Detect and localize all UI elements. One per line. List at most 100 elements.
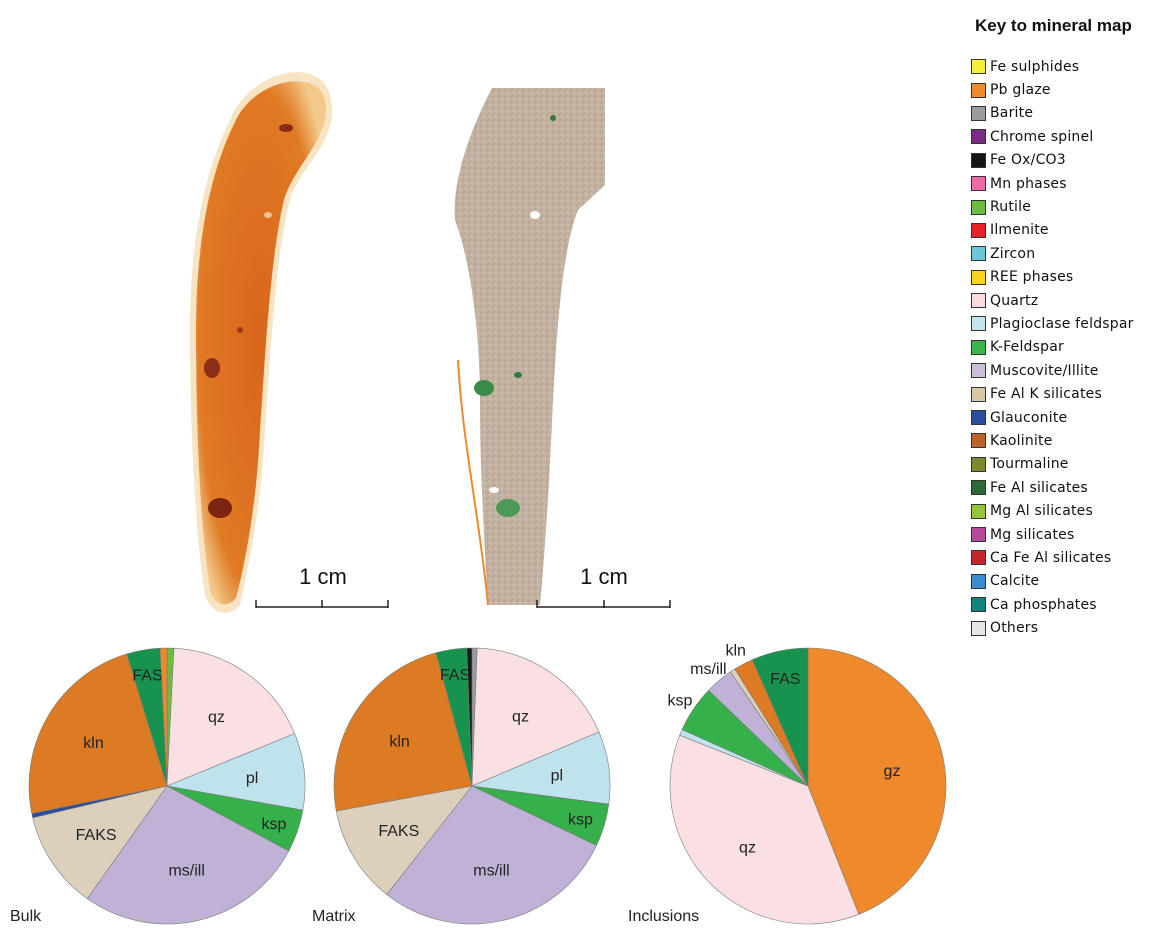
legend-label: K-Feldspar xyxy=(990,339,1064,356)
legend-item: Tourmaline xyxy=(971,453,1134,476)
pie-slice-label: pl xyxy=(551,768,563,785)
mineral-grain xyxy=(514,372,522,378)
pie-slice xyxy=(471,647,600,787)
legend-swatch xyxy=(971,293,986,309)
legend-swatch xyxy=(971,550,986,566)
pie-chart-matrix: qz pl ksp ms/ill FAKS kln FAS xyxy=(333,647,611,925)
pie-slice-label: kln xyxy=(725,642,745,659)
legend-item: Mg silicates xyxy=(971,523,1134,546)
mineral-grain-light xyxy=(489,487,499,493)
pie-slice-label: ms/ill xyxy=(473,862,509,879)
pie-slice xyxy=(159,647,168,787)
legend-label: Ca phosphates xyxy=(990,596,1097,613)
sample-photo xyxy=(190,72,333,613)
legend-label: Barite xyxy=(990,105,1034,122)
mineral-grain xyxy=(550,115,556,121)
pie-slice-label: gz xyxy=(884,763,901,780)
legend-swatch xyxy=(971,176,986,192)
legend-swatch xyxy=(971,246,986,262)
legend-item: Barite xyxy=(971,102,1134,125)
pie-slice-label: FAS xyxy=(440,667,470,684)
legend-swatch xyxy=(971,433,986,449)
mineral-grain xyxy=(496,499,520,517)
pie-slice-label: pl xyxy=(246,770,258,787)
mineral-map-edge xyxy=(457,359,489,606)
legend-swatch xyxy=(971,363,986,379)
pie-slice xyxy=(386,785,597,925)
pie-chart-bulk: qz pl ksp ms/ill FAKS kln FAS xyxy=(28,647,306,925)
legend-item: Ca phosphates xyxy=(971,593,1134,616)
legend-swatch xyxy=(971,129,986,145)
sample-photo-body xyxy=(196,81,326,605)
pie-slice xyxy=(166,647,296,787)
legend-label: Calcite xyxy=(990,573,1040,590)
pie-slice-label: FAKS xyxy=(76,827,117,844)
legend-label: Pb glaze xyxy=(990,82,1051,99)
legend-label: Rutile xyxy=(990,199,1032,216)
legend-item: REE phases xyxy=(971,266,1134,289)
pie-slice xyxy=(807,647,947,915)
pie-slice-label: qz xyxy=(739,840,756,857)
pie-caption-matrix: Matrix xyxy=(312,908,356,925)
legend-swatch xyxy=(971,82,986,98)
pie-slice xyxy=(752,647,809,787)
legend-item: Fe Al K silicates xyxy=(971,382,1134,405)
pie-slice xyxy=(669,734,860,925)
legend-label: Quartz xyxy=(990,292,1039,309)
mineral-map-body xyxy=(454,88,605,605)
scale-bar-map: 1 cm xyxy=(536,564,671,608)
legend-item: Others xyxy=(971,616,1134,639)
mineral-grain-light xyxy=(530,211,540,219)
pie-slice-label: ksp xyxy=(667,693,692,710)
pie-slice-label: FAS xyxy=(132,668,162,685)
scale-label-map: 1 cm xyxy=(580,564,628,589)
legend-label: Ca Fe Al silicates xyxy=(990,549,1112,566)
legend-item: Rutile xyxy=(971,195,1134,218)
scale-bar-photo: 1 cm xyxy=(255,564,389,608)
sample-mineral-map xyxy=(454,88,605,606)
pie-slice-label: qz xyxy=(208,709,225,726)
legend-swatch xyxy=(971,105,986,121)
legend-item: Chrome spinel xyxy=(971,125,1134,148)
pie-slice-label: ms/ill xyxy=(168,862,204,879)
legend-swatch xyxy=(971,152,986,168)
legend-swatch xyxy=(971,59,986,75)
legend-label: Glauconite xyxy=(990,409,1068,426)
scale-label-photo: 1 cm xyxy=(299,564,347,589)
legend-label: Ilmenite xyxy=(990,222,1049,239)
legend-item: Calcite xyxy=(971,570,1134,593)
legend-item: Zircon xyxy=(971,242,1134,265)
pie-slice xyxy=(466,647,473,787)
mineral-grain xyxy=(474,380,494,396)
legend-swatch xyxy=(971,199,986,215)
legend-item: Fe sulphides xyxy=(971,55,1134,78)
legend-item: Quartz xyxy=(971,289,1134,312)
legend-swatch xyxy=(971,410,986,426)
legend-swatch xyxy=(971,620,986,636)
pie-slice xyxy=(333,652,473,812)
legend-item: Fe Al silicates xyxy=(971,476,1134,499)
legend-item: Fe Ox/CO3 xyxy=(971,149,1134,172)
pie-slice-label: kln xyxy=(83,735,103,752)
inclusion-light xyxy=(264,212,272,218)
legend-label: Kaolinite xyxy=(990,432,1053,449)
legend-label: Zircon xyxy=(990,245,1036,262)
legend-label: Mn phases xyxy=(990,175,1067,192)
pie-slice xyxy=(335,785,473,895)
pie-slice xyxy=(86,785,290,925)
legend-swatch xyxy=(971,456,986,472)
legend-label: Mg silicates xyxy=(990,526,1075,543)
inclusion-dark xyxy=(237,327,243,333)
legend-swatch xyxy=(971,222,986,238)
pie-slice-label: FAKS xyxy=(378,823,419,840)
pie-slice-label: FAS xyxy=(770,671,800,688)
legend-item: Glauconite xyxy=(971,406,1134,429)
pie-slice-label: ksp xyxy=(568,811,593,828)
pie-caption-bulk: Bulk xyxy=(10,908,42,925)
pie-slice xyxy=(28,653,168,814)
pie-caption-inclusions: Inclusions xyxy=(628,908,699,925)
pie-chart-inclusions: gz qz ksp ms/ill kln FAS xyxy=(667,642,947,925)
legend-swatch xyxy=(971,480,986,496)
legend-item: Pb glaze xyxy=(971,78,1134,101)
